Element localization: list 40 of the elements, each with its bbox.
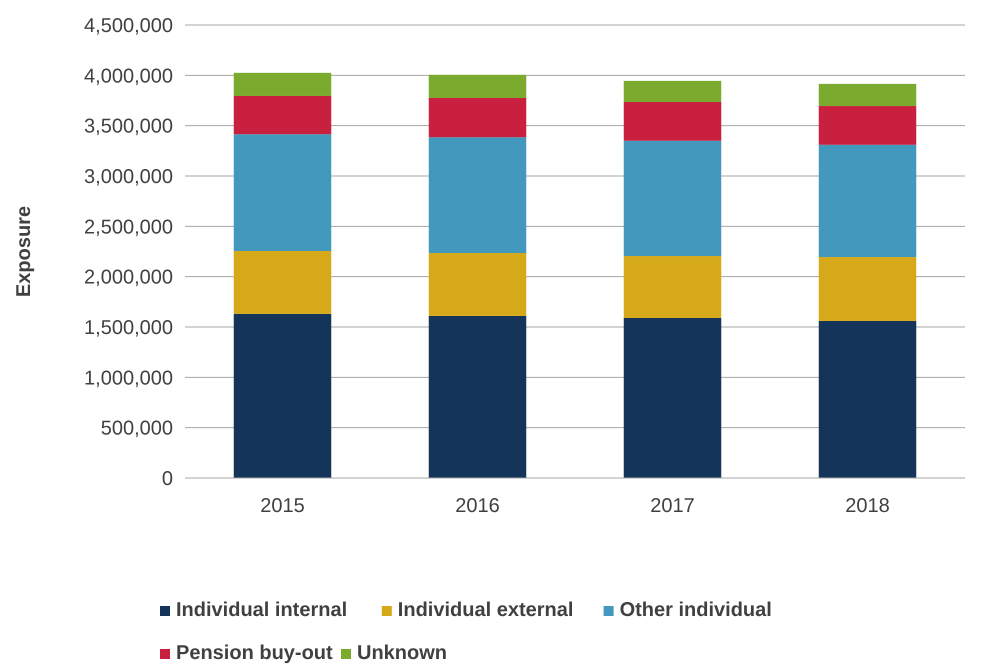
legend-label: Unknown [357, 642, 447, 664]
legend-label: Pension buy-out [176, 642, 333, 664]
legend-label: Individual internal [176, 599, 348, 621]
bar [428, 98, 526, 138]
legend-label: Other individual [620, 599, 772, 621]
bar [818, 257, 916, 321]
bar [234, 72, 332, 96]
bar [428, 253, 526, 316]
y-tick-label: 1,000,000 [84, 367, 173, 390]
bar [234, 134, 332, 251]
x-tick-label: 2015 [260, 495, 305, 517]
y-tick-label: 500,000 [100, 418, 173, 440]
x-tick-label: 2017 [650, 495, 695, 517]
y-tick-label: 4,500,000 [84, 15, 173, 37]
bar [624, 102, 722, 141]
bar [624, 256, 722, 318]
bar [234, 314, 332, 478]
bar [428, 316, 526, 478]
x-tick-label: 2018 [845, 495, 890, 517]
x-tick-label: 2016 [455, 495, 500, 517]
y-tick-label: 1,500,000 [84, 317, 173, 339]
bar [234, 250, 332, 314]
bar [624, 318, 722, 478]
legend-label: Individual external [398, 599, 574, 621]
bar [624, 80, 722, 102]
bar [818, 320, 916, 478]
bar [428, 137, 526, 254]
y-tick-label: 4,000,000 [84, 65, 173, 88]
bar [818, 106, 916, 145]
bar [624, 140, 722, 256]
bar [234, 96, 332, 134]
y-tick-label: 2,500,000 [84, 216, 173, 238]
y-tick-label: 2,000,000 [84, 266, 173, 289]
bar [818, 144, 916, 258]
y-tick-label: 3,000,000 [84, 166, 173, 188]
y-axis-title: Exposure [13, 206, 35, 298]
y-tick-label: 0 [162, 468, 173, 490]
y-tick-label: 3,500,000 [84, 116, 173, 138]
bar [818, 84, 916, 106]
bar [428, 74, 526, 98]
